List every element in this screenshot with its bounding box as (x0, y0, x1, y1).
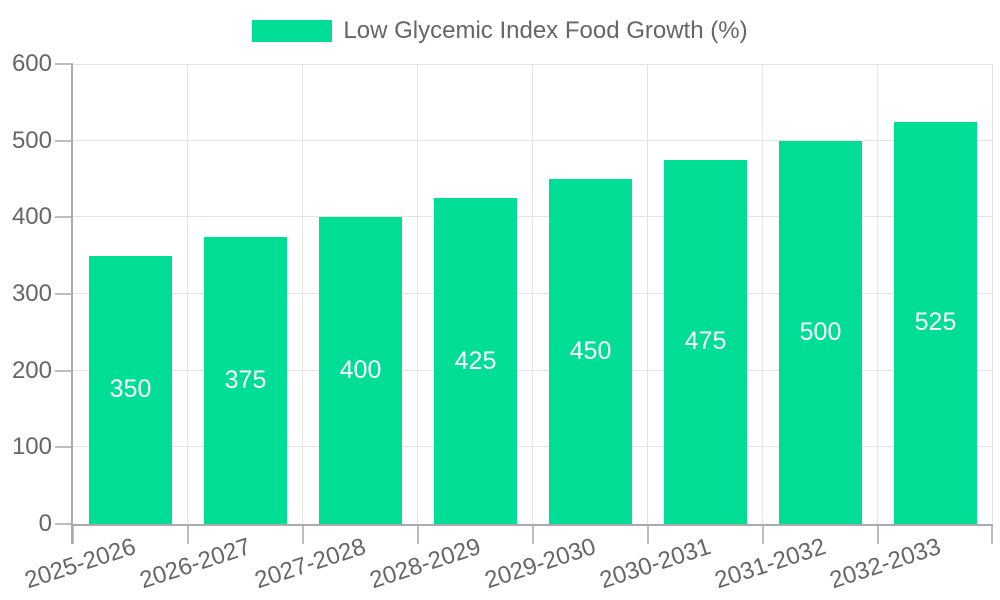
legend-swatch (252, 20, 333, 42)
y-axis-tick-mark (55, 293, 73, 295)
bar[interactable]: 400 (319, 217, 402, 524)
gridline-horizontal (73, 64, 993, 65)
bar[interactable]: 475 (664, 159, 747, 524)
gridline-horizontal (73, 369, 993, 371)
x-axis-tick-mark (762, 526, 764, 544)
y-axis-tick-mark (55, 369, 73, 372)
y-axis-tick-mark (55, 139, 73, 142)
bar-value-label: 350 (109, 375, 152, 404)
gridline-vertical (992, 64, 993, 524)
gridline-vertical (877, 64, 878, 524)
y-axis-tick-label: 100 (11, 433, 52, 461)
bar-value-label: 375 (224, 365, 267, 394)
x-axis-tick-mark (647, 526, 649, 544)
gridline-vertical (417, 64, 418, 524)
bar-value-label: 525 (914, 308, 957, 337)
x-axis-tick-mark (302, 526, 304, 544)
gridline-horizontal (73, 446, 993, 448)
bar-value-label: 450 (569, 337, 612, 365)
y-axis-tick-mark (55, 523, 73, 525)
y-axis-line (71, 64, 73, 544)
bar-value-label: 400 (339, 356, 382, 385)
y-axis-tick-label: 400 (11, 203, 52, 231)
y-axis-tick-mark (55, 446, 73, 449)
bar[interactable]: 525 (894, 121, 977, 524)
bar[interactable]: 425 (434, 198, 517, 524)
y-axis-tick-label: 300 (11, 280, 52, 307)
bar-value-label: 475 (684, 327, 727, 356)
legend-item[interactable]: Low Glycemic Index Food Growth (%) (252, 17, 748, 45)
bar[interactable]: 375 (204, 236, 287, 524)
legend: Low Glycemic Index Food Growth (%) (0, 17, 1000, 45)
y-axis-tick-mark (55, 63, 73, 65)
bar[interactable]: 350 (89, 255, 172, 524)
gridline-vertical (532, 64, 533, 524)
gridline-vertical (302, 64, 303, 524)
y-axis-tick-label: 200 (11, 356, 52, 384)
gridline-horizontal (73, 139, 993, 141)
bar-value-label: 425 (454, 346, 497, 375)
y-axis-tick-label: 0 (38, 510, 52, 537)
gridline-vertical (187, 64, 188, 524)
x-axis-tick-mark (72, 526, 74, 544)
gridline-vertical (647, 64, 648, 524)
x-axis-line (71, 524, 993, 526)
gridline-horizontal (73, 293, 993, 294)
x-axis-tick-mark (532, 526, 534, 544)
gridline-horizontal (73, 216, 993, 218)
y-axis-tick-label: 600 (11, 50, 52, 77)
legend-label: Low Glycemic Index Food Growth (%) (343, 17, 748, 44)
x-axis-tick-mark (991, 526, 993, 544)
gridline-vertical (762, 64, 763, 524)
x-axis-tick-mark (417, 526, 419, 544)
x-axis-tick-mark (877, 526, 879, 544)
bar[interactable]: 500 (779, 140, 862, 524)
plot-area: 350 375 400 425 450 475 500 525 (73, 64, 993, 524)
y-axis-tick-label: 500 (11, 126, 52, 154)
bar-value-label: 500 (799, 317, 842, 346)
bar[interactable]: 450 (549, 179, 632, 524)
y-axis-tick-mark (55, 216, 73, 219)
x-axis-tick-mark (187, 526, 189, 544)
